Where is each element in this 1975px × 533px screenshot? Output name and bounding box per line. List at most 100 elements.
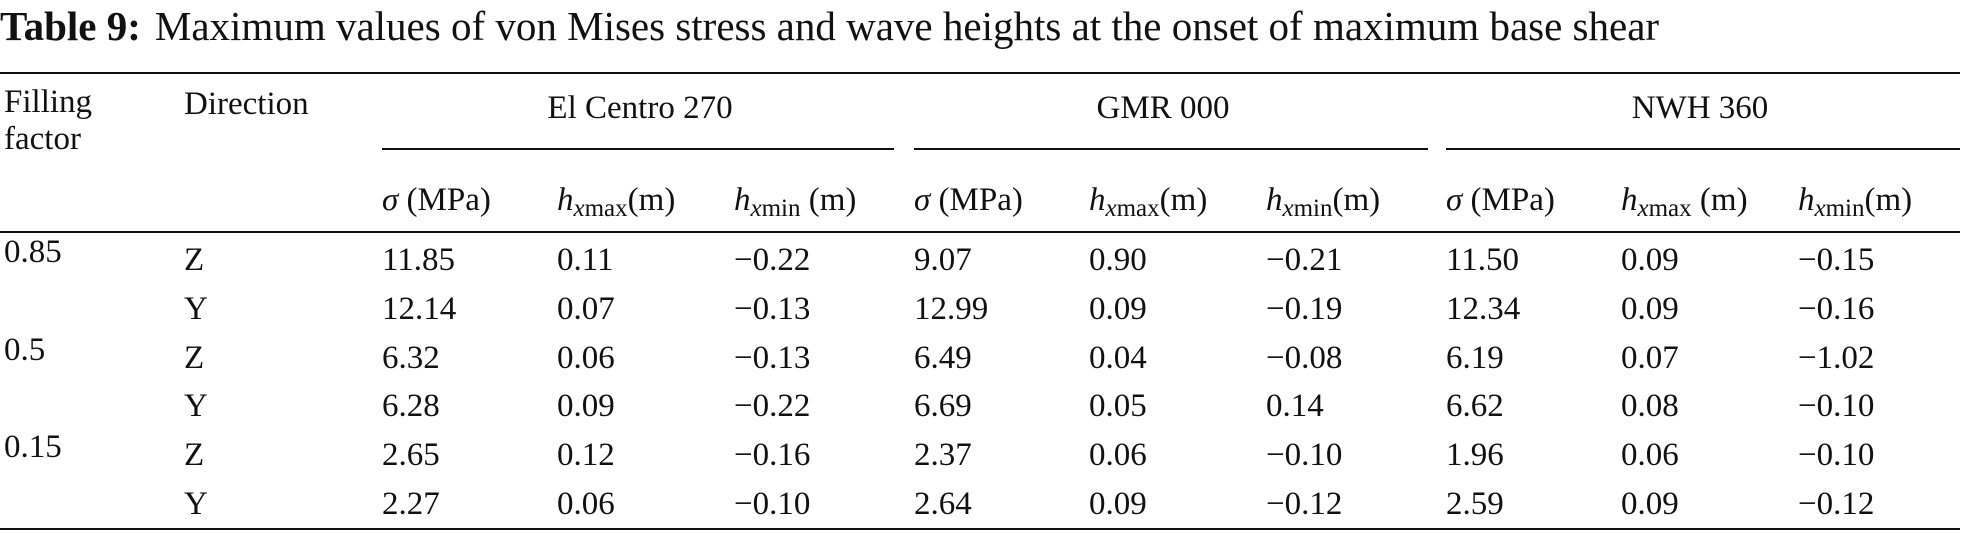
value-cell: −0.10 bbox=[1266, 437, 1343, 474]
header-group-gmr: GMR 000 bbox=[1096, 90, 1230, 126]
sigma-unit: (MPa) bbox=[1462, 182, 1555, 218]
value-cell: 0.09 bbox=[557, 388, 615, 425]
header-group-el-centro: El Centro 270 bbox=[547, 90, 733, 126]
header-group-nwh: NWH 360 bbox=[1631, 90, 1769, 126]
value-cell: 0.06 bbox=[557, 339, 615, 376]
value-cell: −0.16 bbox=[1798, 290, 1875, 327]
sigma-unit: (MPa) bbox=[398, 182, 491, 218]
direction-cell: Y bbox=[184, 388, 208, 425]
header-bottom-rule bbox=[0, 231, 1960, 233]
value-cell: −0.19 bbox=[1266, 290, 1343, 327]
value-cell: 0.09 bbox=[1621, 290, 1679, 327]
value-cell: 0.07 bbox=[1621, 339, 1679, 376]
value-cell: 2.59 bbox=[1446, 486, 1504, 522]
subheader-hmax-el-centro: hxmax(m) bbox=[557, 180, 675, 223]
sub-max: max bbox=[1116, 195, 1160, 222]
value-cell: 0.11 bbox=[557, 242, 614, 278]
sub-x: x bbox=[1282, 195, 1294, 222]
value-cell: −0.13 bbox=[734, 339, 811, 376]
h-unit: (m) bbox=[1332, 182, 1381, 218]
h-subscript: xmax bbox=[574, 195, 628, 222]
h-unit: (m) bbox=[1864, 182, 1913, 218]
h-unit: (m) bbox=[1159, 182, 1208, 218]
caption-label: Table 9: bbox=[0, 3, 141, 49]
value-cell: −0.12 bbox=[1266, 486, 1343, 522]
subheader-sigma-nwh: σ (MPa) bbox=[1446, 180, 1555, 220]
value-cell: −0.10 bbox=[1798, 388, 1875, 425]
h-unit: (m) bbox=[1691, 182, 1748, 218]
value-cell: −0.22 bbox=[734, 388, 811, 425]
value-cell: 0.09 bbox=[1621, 242, 1679, 278]
value-cell: 0.14 bbox=[1266, 388, 1324, 425]
sigma-symbol: σ bbox=[1446, 182, 1463, 218]
h-symbol: h bbox=[734, 182, 751, 218]
group-rule-gmr bbox=[914, 148, 1428, 150]
value-cell: 11.50 bbox=[1446, 242, 1520, 278]
sub-x: x bbox=[750, 195, 762, 222]
value-cell: −0.08 bbox=[1266, 339, 1343, 376]
value-cell: 0.06 bbox=[1621, 437, 1679, 474]
value-cell: 0.07 bbox=[557, 290, 615, 327]
h-symbol: h bbox=[1266, 182, 1283, 218]
filling-factor-cell: 0.85 bbox=[4, 234, 62, 270]
value-cell: 11.85 bbox=[382, 242, 456, 278]
header-filling-line2: factor bbox=[4, 121, 81, 157]
h-subscript: xmax bbox=[1638, 195, 1692, 222]
value-cell: 0.06 bbox=[1089, 437, 1147, 474]
value-cell: 0.09 bbox=[1089, 486, 1147, 522]
h-symbol: h bbox=[1089, 182, 1106, 218]
value-cell: 12.99 bbox=[914, 290, 989, 327]
value-cell: 0.06 bbox=[557, 486, 615, 522]
value-cell: 0.09 bbox=[1621, 486, 1679, 522]
value-cell: −0.22 bbox=[734, 242, 811, 278]
sigma-symbol: σ bbox=[914, 182, 931, 218]
value-cell: 12.34 bbox=[1446, 290, 1521, 327]
value-cell: −0.10 bbox=[734, 486, 811, 522]
value-cell: 6.49 bbox=[914, 339, 972, 376]
subheader-sigma-el-centro: σ (MPa) bbox=[382, 180, 491, 220]
sub-max: max bbox=[584, 195, 628, 222]
filling-factor-cell: 0.5 bbox=[4, 331, 46, 368]
value-cell: −1.02 bbox=[1798, 339, 1875, 376]
value-cell: 12.14 bbox=[382, 290, 457, 327]
sub-x: x bbox=[1814, 195, 1826, 222]
sub-x: x bbox=[1105, 195, 1117, 222]
h-symbol: h bbox=[1798, 182, 1815, 218]
subheader-hmax-gmr: hxmax(m) bbox=[1089, 180, 1207, 223]
value-cell: −0.21 bbox=[1266, 242, 1343, 278]
sigma-unit: (MPa) bbox=[930, 182, 1023, 218]
table-caption: Table 9: Maximum values of von Mises stre… bbox=[0, 2, 1659, 50]
subheader-hmax-nwh: hxmax (m) bbox=[1621, 180, 1748, 223]
value-cell: 6.62 bbox=[1446, 388, 1504, 425]
value-cell: 6.69 bbox=[914, 388, 972, 425]
header-filling-line1: Filling bbox=[4, 84, 93, 120]
group-rule-nwh bbox=[1446, 148, 1960, 150]
direction-cell: Z bbox=[184, 339, 205, 376]
subheader-hmin-nwh: hxmin(m) bbox=[1798, 180, 1912, 223]
value-cell: 2.65 bbox=[382, 437, 440, 474]
top-rule bbox=[0, 72, 1960, 74]
value-cell: 0.90 bbox=[1089, 242, 1147, 278]
direction-cell: Z bbox=[184, 242, 205, 278]
header-filling-factor: Filling factor bbox=[4, 84, 92, 158]
direction-cell: Z bbox=[184, 437, 205, 474]
value-cell: 0.05 bbox=[1089, 388, 1147, 425]
h-subscript: xmax bbox=[1106, 195, 1160, 222]
value-cell: 2.27 bbox=[382, 486, 440, 522]
sub-x: x bbox=[573, 195, 585, 222]
sub-max: max bbox=[1648, 195, 1692, 222]
value-cell: −0.16 bbox=[734, 437, 811, 474]
subheader-sigma-gmr: σ (MPa) bbox=[914, 180, 1023, 220]
h-subscript: xmin bbox=[751, 195, 801, 222]
sub-min: min bbox=[761, 195, 801, 222]
value-cell: −0.10 bbox=[1798, 437, 1875, 474]
h-unit: (m) bbox=[800, 182, 857, 218]
h-unit: (m) bbox=[627, 182, 676, 218]
direction-cell: Y bbox=[184, 486, 208, 522]
value-cell: −0.15 bbox=[1798, 242, 1875, 278]
sigma-symbol: σ bbox=[382, 182, 399, 218]
value-cell: 0.09 bbox=[1089, 290, 1147, 327]
value-cell: 0.04 bbox=[1089, 339, 1147, 376]
h-subscript: xmin bbox=[1815, 195, 1865, 222]
value-cell: 1.96 bbox=[1446, 437, 1504, 474]
